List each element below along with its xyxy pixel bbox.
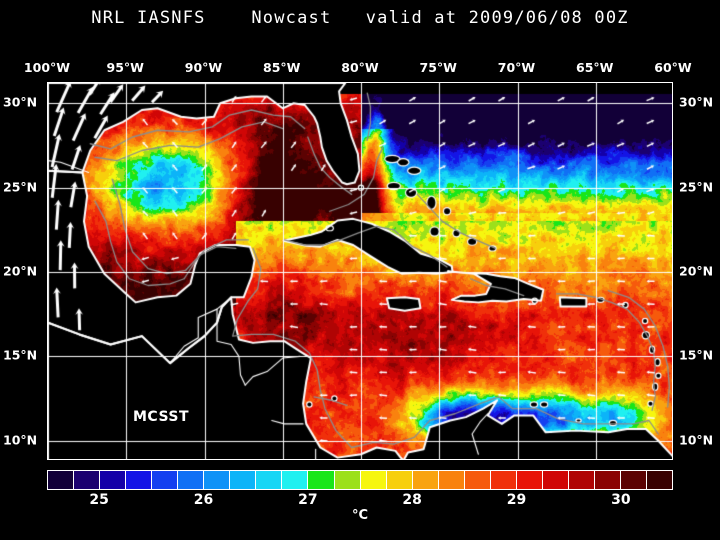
lat-tick-label: 10°N — [3, 432, 38, 448]
colorbar-swatch-6 — [204, 471, 231, 489]
colorbar-tick-label: 30 — [611, 492, 631, 508]
colorbar-swatch-13 — [386, 471, 413, 489]
lon-tick-label: 70°W — [497, 60, 536, 75]
lat-tick-label: 20°N — [679, 263, 714, 279]
lon-tick-label: 90°W — [184, 60, 223, 75]
colorbar-swatch-12 — [360, 471, 387, 489]
colorbar-tick-label: 27 — [298, 492, 318, 508]
colorbar-swatch-22 — [621, 471, 648, 489]
colorbar-swatch-1 — [74, 471, 101, 489]
lon-tick-label: 75°W — [419, 60, 457, 75]
lon-tick-label: 85°W — [263, 60, 301, 75]
colorbar-swatch-23 — [647, 471, 673, 489]
lat-tick-label: 30°N — [3, 94, 38, 110]
colorbar-swatch-8 — [256, 471, 283, 489]
lon-tick-label: 65°W — [576, 60, 614, 75]
lon-tick-label: 60°W — [654, 60, 692, 75]
lat-tick-label: 25°N — [3, 179, 38, 195]
colorbar-swatch-11 — [334, 471, 361, 489]
colorbar-swatch-4 — [152, 471, 179, 489]
colorbar-swatch-18 — [516, 471, 543, 489]
colorbar-swatch-21 — [594, 471, 622, 489]
colorbar-swatch-3 — [126, 471, 153, 489]
lat-tick-label: 20°N — [3, 263, 38, 279]
lat-tick-label: 10°N — [679, 432, 714, 448]
colorbar-tick-label: 26 — [193, 492, 214, 508]
colorbar-swatch-16 — [464, 471, 491, 489]
colorbar — [47, 470, 673, 490]
lat-tick-label: 15°N — [679, 347, 714, 363]
colorbar-swatch-5 — [178, 471, 205, 489]
lon-tick-label: 80°W — [341, 60, 379, 75]
colorbar-tick-label: 28 — [402, 492, 422, 508]
lon-tick-label: 95°W — [106, 60, 144, 75]
colorbar-tick-label: 29 — [506, 492, 527, 508]
colorbar-swatch-14 — [412, 471, 439, 489]
colorbar-swatch-9 — [282, 471, 309, 489]
colorbar-swatch-15 — [438, 471, 465, 489]
lat-tick-label: 15°N — [3, 347, 38, 363]
colorbar-swatch-7 — [230, 471, 257, 489]
map-plot-area[interactable] — [47, 82, 673, 460]
sst-raster-canvas — [48, 83, 672, 459]
lat-tick-label: 25°N — [679, 179, 714, 195]
colorbar-swatch-0 — [48, 471, 75, 489]
lon-tick-label: 100°W — [23, 60, 71, 75]
colorbar-unit-label: °C — [351, 508, 369, 523]
colorbar-swatch-17 — [490, 471, 517, 489]
colorbar-tick-label: 25 — [89, 492, 109, 508]
figure-title: NRL IASNFS Nowcast valid at 2009/06/08 0… — [91, 8, 629, 28]
mcsst-source-label: MCSST — [133, 409, 190, 425]
lat-tick-label: 30°N — [679, 94, 714, 110]
colorbar-swatch-20 — [568, 471, 595, 489]
colorbar-swatch-10 — [308, 471, 335, 489]
colorbar-swatch-2 — [100, 471, 127, 489]
colorbar-swatch-19 — [542, 471, 569, 489]
